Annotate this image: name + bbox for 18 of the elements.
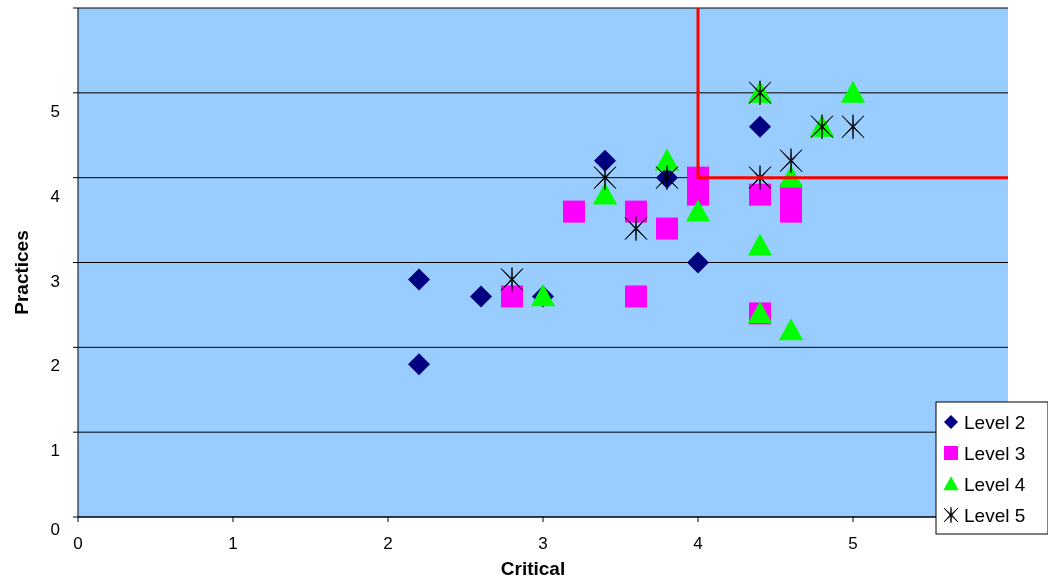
x-tick-label: 3 (538, 534, 548, 553)
x-tick-label: 0 (73, 534, 83, 553)
x-tick-label: 5 (848, 534, 858, 553)
x-axis-title: Critical (500, 558, 566, 579)
y-tick-label: 0 (50, 520, 60, 539)
x-tick-label: 4 (693, 534, 703, 553)
y-tick-label: 2 (50, 356, 60, 376)
y-tick-label: 5 (50, 101, 60, 121)
legend-label: Level 3 (964, 443, 1026, 464)
y-axis-title: Practices (11, 230, 32, 315)
x-tick-label: 1 (228, 534, 238, 553)
legend-label: Level 4 (964, 474, 1026, 495)
y-tick-label: 1 (50, 441, 60, 461)
x-tick-label: 2 (383, 534, 393, 553)
legend-label: Level 2 (964, 412, 1026, 433)
legend-label: Level 5 (964, 505, 1026, 526)
y-tick-label: 4 (50, 186, 60, 206)
y-tick-label: 3 (50, 271, 60, 291)
